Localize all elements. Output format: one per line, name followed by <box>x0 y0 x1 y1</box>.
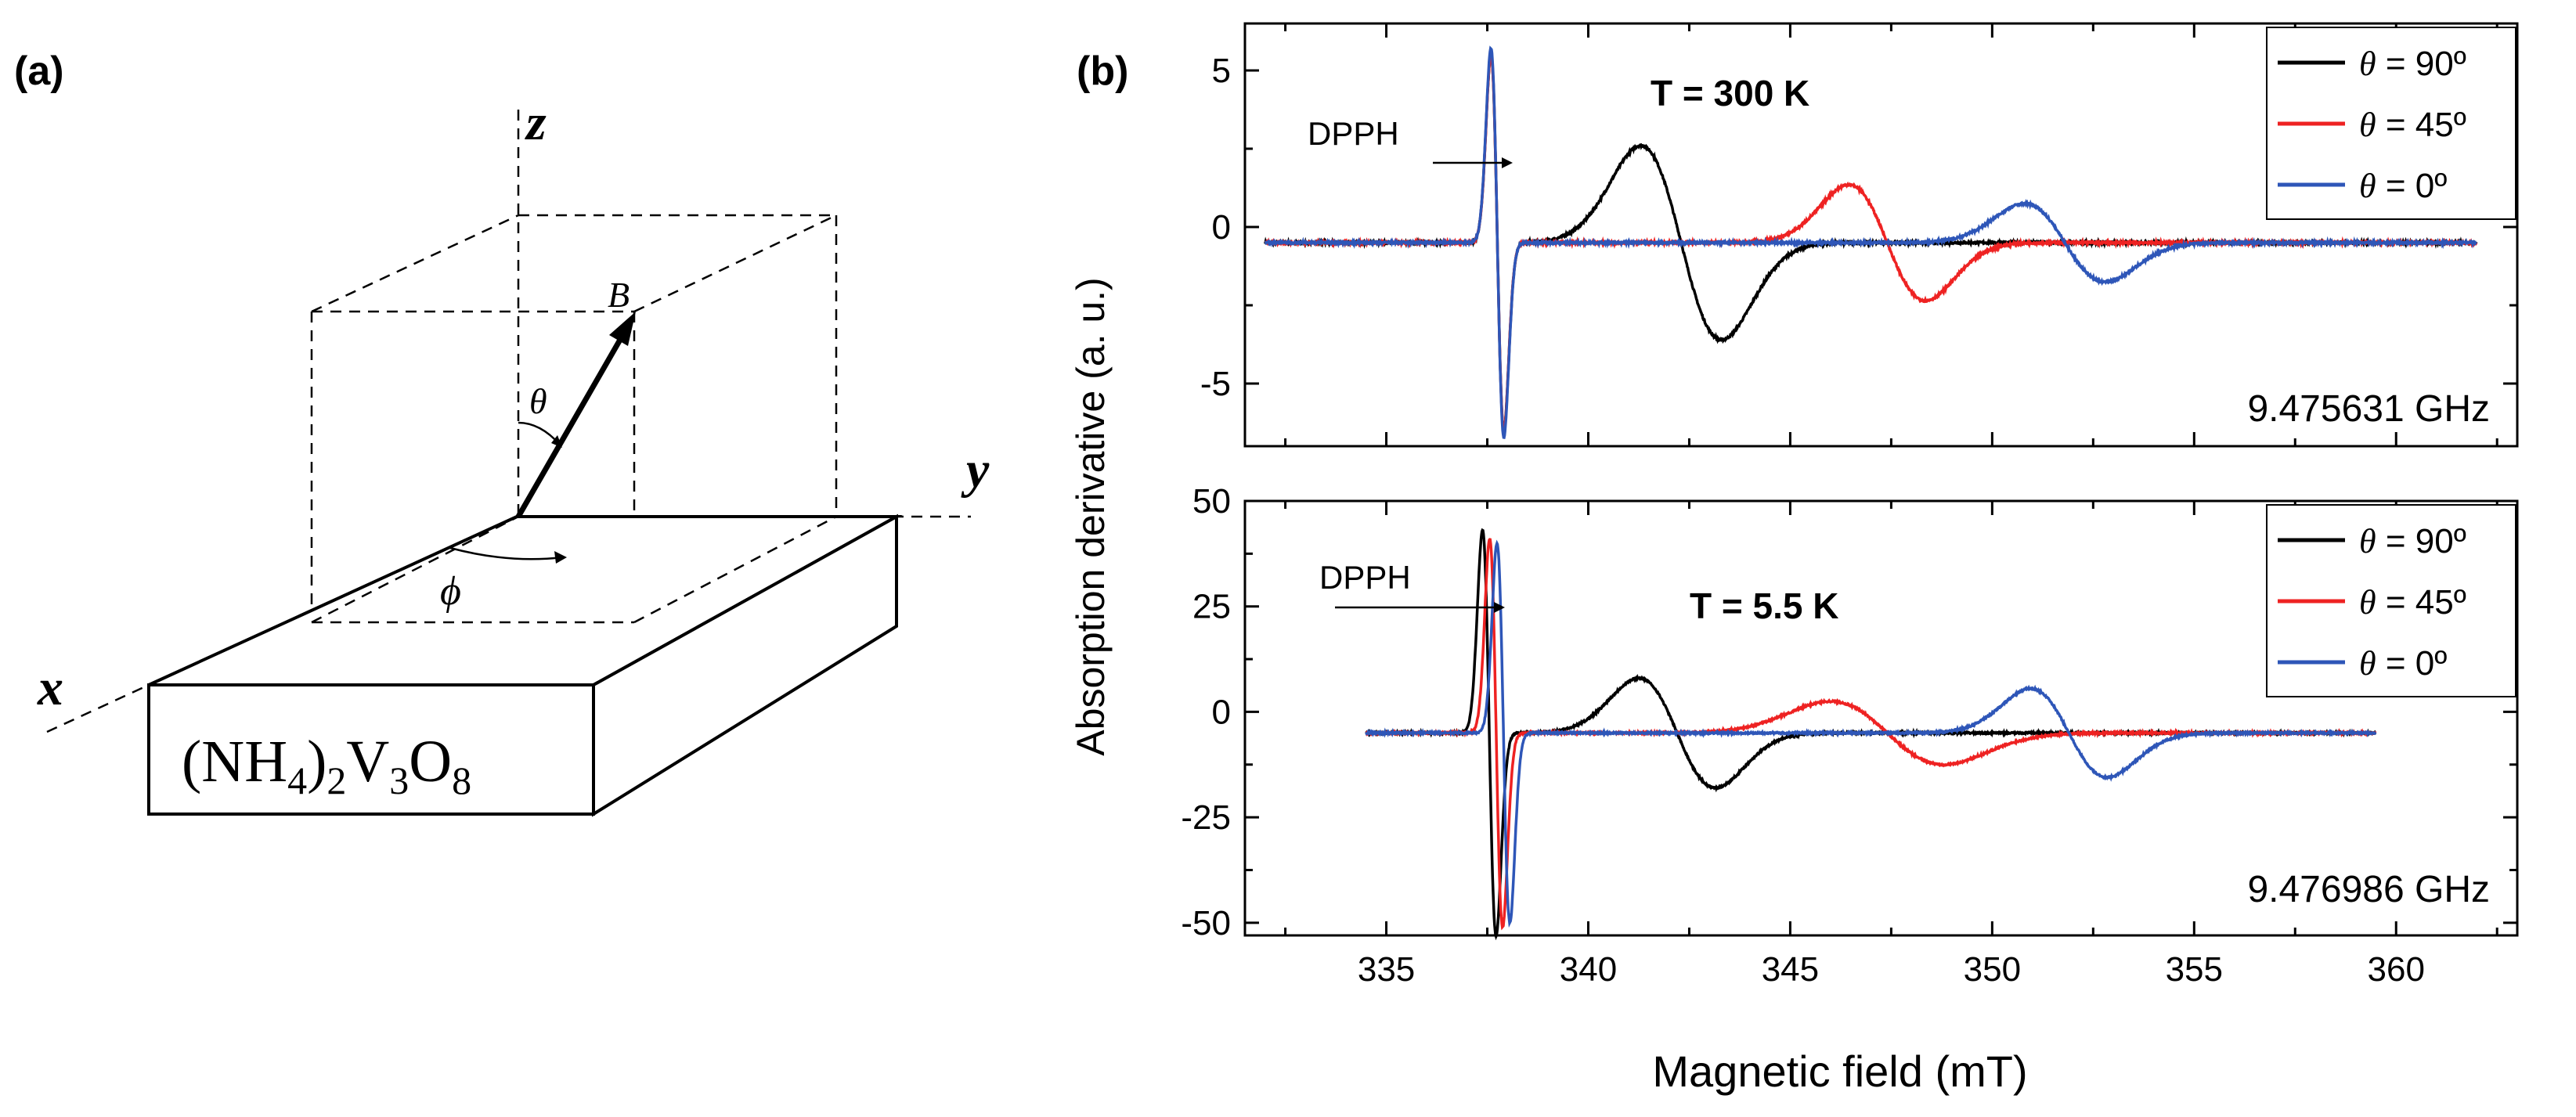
y-tick-label: -50 <box>1181 904 1231 942</box>
x-tick-label: 360 <box>2368 950 2425 989</box>
legend-label: θ = 0º <box>2359 644 2447 683</box>
panel-a: (a) <box>14 49 990 817</box>
plot-5k: 335 340 345 350 355 360 50 25 0 -25 -50 T = 5.5 K DP… <box>1181 482 2519 989</box>
legend-label: θ = 90º <box>2359 45 2466 83</box>
y-tick-label: 50 <box>1192 482 1231 521</box>
chart-title: T = 300 K <box>1651 73 1809 114</box>
dpph-arrowhead <box>1494 602 1505 613</box>
y-axis-label: y <box>961 441 990 499</box>
y-tick-label: 5 <box>1212 52 1231 90</box>
plot-300k: 5 0 -5 T = 300 K DPPH 9.475631 GHz θ = 90º θ = … <box>1200 22 2519 448</box>
y-tick-label: -25 <box>1181 798 1231 837</box>
legend-label: θ = 45º <box>2359 583 2466 622</box>
chart-title: T = 5.5 K <box>1690 586 1838 626</box>
legend-label: θ = 45º <box>2359 106 2466 144</box>
x-tick-label: 345 <box>1762 950 1819 989</box>
crystal-formula: (NH4)2V3O8 <box>182 729 471 802</box>
dpph-arrowhead <box>1502 157 1513 168</box>
panel-b-label: (b) <box>1077 49 1128 94</box>
x-tick-label: 340 <box>1560 950 1617 989</box>
panel-a-label: (a) <box>14 49 64 94</box>
b-vector-label: B <box>608 275 630 315</box>
b-vector-arrowhead <box>609 312 636 346</box>
series-line <box>1264 45 2477 440</box>
x-tick-label: 350 <box>1964 950 2021 989</box>
y-tick-label: 25 <box>1192 588 1231 626</box>
panel-b: (b) Absorption derivative (a. u.) Magnet… <box>1069 22 2519 1096</box>
y-tick-label: 0 <box>1212 208 1231 247</box>
legend-label: θ = 90º <box>2359 522 2466 560</box>
dpph-annotation: DPPH <box>1319 559 1411 596</box>
dpph-annotation: DPPH <box>1308 115 1399 152</box>
plot-frame <box>1243 499 2519 937</box>
y-axis-title: Absorption derivative (a. u.) <box>1069 277 1113 755</box>
crystal-block <box>147 513 903 817</box>
y-tick-label: 0 <box>1212 693 1231 731</box>
x-tick-label: 335 <box>1358 950 1415 989</box>
b-vector <box>515 327 630 518</box>
plot-frame <box>1243 22 2519 448</box>
frequency-label: 9.476986 GHz <box>2247 869 2490 910</box>
legend-label: θ = 0º <box>2359 167 2447 205</box>
series-line <box>1365 539 2377 928</box>
z-axis-label: z <box>525 94 547 151</box>
y-tick-label: -5 <box>1200 365 1231 403</box>
theta-label: θ <box>529 381 547 421</box>
phi-arc <box>449 546 563 560</box>
x-axis-title: Magnetic field (mT) <box>1652 1047 2027 1096</box>
x-tick-label: 355 <box>2166 950 2223 989</box>
phi-label: ϕ <box>440 569 461 614</box>
frequency-label: 9.475631 GHz <box>2247 388 2490 430</box>
x-axis-label: x <box>37 659 63 716</box>
